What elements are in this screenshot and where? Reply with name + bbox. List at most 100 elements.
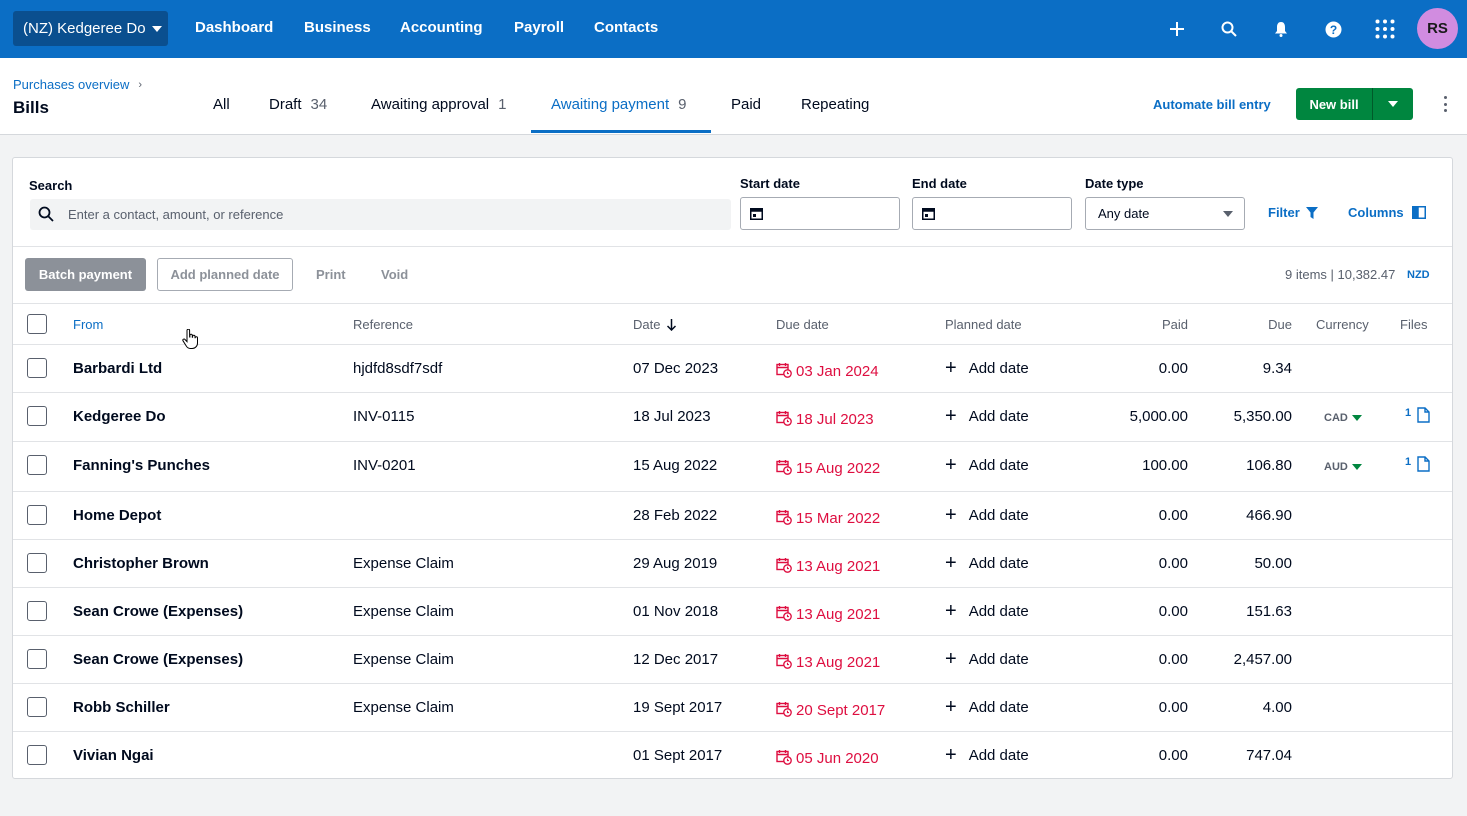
table-row[interactable]: Vivian Ngai 01 Sept 2017 05 Jun 2020 + Add d… — [13, 731, 1452, 779]
organisation-switcher[interactable]: (NZ) Kedgeree Do — [13, 11, 168, 46]
add-date-button[interactable]: + Add date — [945, 696, 1029, 718]
file-icon — [1411, 407, 1430, 426]
help-icon[interactable]: ? — [1320, 16, 1346, 42]
start-date-input[interactable] — [740, 197, 900, 230]
column-header-due-date[interactable]: Due date — [776, 317, 829, 332]
plus-icon: + — [945, 696, 957, 718]
batch-payment-button[interactable]: Batch payment — [25, 258, 146, 291]
row-from[interactable]: Fanning's Punches — [73, 457, 210, 474]
column-header-due[interactable]: Due — [1268, 317, 1292, 332]
row-files[interactable]: 1 — [1405, 456, 1430, 475]
row-checkbox[interactable] — [27, 553, 47, 573]
new-bill-dropdown-button[interactable] — [1373, 88, 1413, 120]
tab-all[interactable]: All — [213, 96, 230, 113]
plus-icon[interactable] — [1164, 16, 1190, 42]
breadcrumb-link[interactable]: Purchases overview — [13, 77, 130, 92]
tab-paid[interactable]: Paid — [731, 96, 762, 113]
page-header: Purchases overview › Bills All Draft 34 A… — [0, 58, 1467, 135]
filter-button[interactable]: Filter — [1268, 205, 1318, 220]
add-planned-date-button[interactable]: Add planned date — [157, 258, 293, 291]
new-bill-button[interactable]: New bill — [1309, 96, 1359, 112]
print-button[interactable]: Print — [316, 267, 346, 282]
row-checkbox[interactable] — [27, 358, 47, 378]
nav-payroll[interactable]: Payroll — [514, 19, 565, 36]
row-due: 5,350.00 — [1233, 408, 1292, 425]
add-date-button[interactable]: + Add date — [945, 552, 1029, 574]
add-date-button[interactable]: + Add date — [945, 648, 1029, 670]
add-date-button[interactable]: + Add date — [945, 405, 1029, 427]
row-checkbox[interactable] — [27, 649, 47, 669]
nav-accounting[interactable]: Accounting — [400, 19, 483, 36]
automate-bill-entry-link[interactable]: Automate bill entry — [1153, 97, 1271, 112]
select-all-checkbox[interactable] — [27, 314, 47, 334]
nav-dashboard[interactable]: Dashboard — [195, 19, 274, 36]
tab-awaiting-approval[interactable]: Awaiting approval 1 — [371, 96, 507, 113]
add-date-button[interactable]: + Add date — [945, 600, 1029, 622]
row-from[interactable]: Vivian Ngai — [73, 747, 154, 764]
column-header-paid[interactable]: Paid — [1161, 317, 1188, 332]
column-header-from[interactable]: From — [73, 317, 104, 332]
apps-grid-icon[interactable] — [1372, 16, 1398, 42]
row-due-date: 03 Jan 2024 — [776, 360, 879, 382]
top-navigation: (NZ) Kedgeree Do Dashboard Business Acco… — [0, 0, 1467, 58]
row-due-date: 13 Aug 2021 — [776, 603, 880, 625]
tab-repeating[interactable]: Repeating — [801, 96, 870, 113]
date-type-label: Date type — [1085, 176, 1144, 191]
column-header-planned-date[interactable]: Planned date — [945, 317, 1022, 332]
table-row[interactable]: Christopher Brown Expense Claim 29 Aug 201… — [13, 539, 1452, 587]
tab-draft[interactable]: Draft 34 — [269, 96, 328, 113]
row-checkbox[interactable] — [27, 455, 47, 475]
plus-icon: + — [945, 648, 957, 670]
table-row[interactable]: Sean Crowe (Expenses) Expense Claim 12 Dec… — [13, 635, 1452, 683]
table-row[interactable]: Robb Schiller Expense Claim 19 Sept 2017 20… — [13, 683, 1452, 731]
row-from[interactable]: Barbardi Ltd — [73, 360, 163, 377]
row-checkbox[interactable] — [27, 406, 47, 426]
row-paid: 0.00 — [1158, 555, 1188, 572]
table-row[interactable]: Sean Crowe (Expenses) Expense Claim 01 Nov… — [13, 587, 1452, 635]
new-bill-split-button: New bill — [1296, 88, 1413, 120]
calendar-icon — [922, 207, 935, 225]
row-checkbox[interactable] — [27, 697, 47, 717]
row-from[interactable]: Sean Crowe (Expenses) — [73, 603, 244, 620]
plus-icon: + — [945, 454, 957, 476]
nav-business[interactable]: Business — [304, 19, 371, 36]
table-row[interactable]: Home Depot 28 Feb 2022 15 Mar 2022 + Add dat… — [13, 491, 1452, 539]
tab-awaiting-payment[interactable]: Awaiting payment 9 — [551, 96, 687, 113]
nav-contacts[interactable]: Contacts — [594, 19, 659, 36]
table-row[interactable]: Fanning's Punches INV-0201 15 Aug 2022 15 A… — [13, 441, 1452, 489]
row-from[interactable]: Home Depot — [73, 507, 162, 524]
void-button[interactable]: Void — [381, 267, 409, 282]
table-row[interactable]: Kedgeree Do INV-0115 18 Jul 2023 18 Jul 202… — [13, 392, 1452, 440]
overdue-calendar-icon — [776, 651, 796, 673]
row-paid: 0.00 — [1158, 360, 1188, 377]
add-date-button[interactable]: + Add date — [945, 504, 1029, 526]
row-from[interactable]: Robb Schiller — [73, 699, 170, 716]
add-date-button[interactable]: + Add date — [945, 744, 1029, 766]
bell-icon[interactable] — [1268, 16, 1294, 42]
add-date-button[interactable]: + Add date — [945, 357, 1029, 379]
more-options-icon[interactable] — [1438, 96, 1452, 112]
date-type-select[interactable]: Any date — [1085, 197, 1245, 230]
end-date-input[interactable] — [912, 197, 1072, 230]
search-input[interactable]: Enter a contact, amount, or reference — [30, 199, 731, 230]
breadcrumb[interactable]: Purchases overview › — [13, 77, 142, 92]
row-checkbox[interactable] — [27, 745, 47, 765]
row-from[interactable]: Sean Crowe (Expenses) — [73, 651, 244, 668]
row-from[interactable]: Christopher Brown — [73, 555, 209, 572]
row-currency[interactable]: AUD — [1324, 461, 1362, 473]
row-from[interactable]: Kedgeree Do — [73, 408, 166, 425]
row-currency[interactable]: CAD — [1324, 412, 1362, 424]
search-icon[interactable] — [1216, 16, 1242, 42]
row-checkbox[interactable] — [27, 505, 47, 525]
column-header-reference[interactable]: Reference — [353, 317, 413, 332]
column-header-date[interactable]: Date — [633, 317, 677, 332]
row-files[interactable]: 1 — [1405, 407, 1430, 426]
row-checkbox[interactable] — [27, 601, 47, 621]
table-row[interactable]: Barbardi Ltd hjdfd8sdf7sdf 07 Dec 2023 03 J… — [13, 344, 1452, 392]
avatar[interactable]: RS — [1417, 8, 1458, 49]
end-date-label: End date — [912, 176, 967, 191]
currency-toggle[interactable]: NZD — [1407, 269, 1430, 281]
row-date: 15 Aug 2022 — [633, 457, 718, 474]
add-date-button[interactable]: + Add date — [945, 454, 1029, 476]
columns-button[interactable]: Columns — [1348, 205, 1426, 220]
